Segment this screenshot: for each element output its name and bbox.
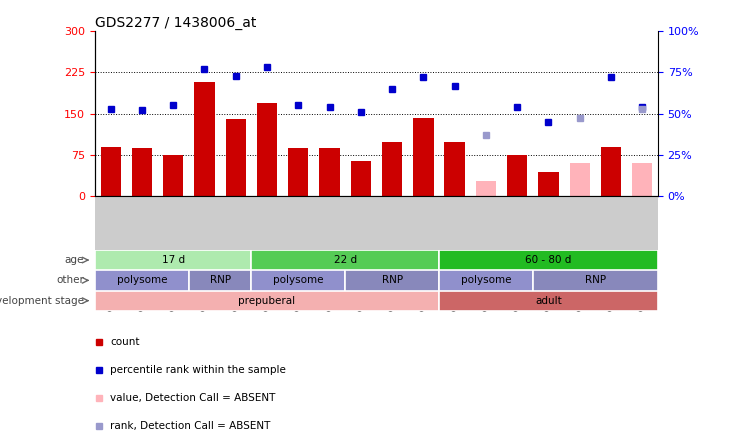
Bar <box>163 155 183 196</box>
Text: age: age <box>64 255 84 265</box>
Text: rank, Detection Call = ABSENT: rank, Detection Call = ABSENT <box>110 420 270 431</box>
Text: value, Detection Call = ABSENT: value, Detection Call = ABSENT <box>110 393 276 403</box>
Bar <box>569 163 590 196</box>
Bar <box>507 155 527 196</box>
Bar <box>189 270 251 290</box>
Bar <box>351 161 371 196</box>
Bar <box>476 181 496 196</box>
Bar <box>95 290 439 311</box>
Text: GDS2277 / 1438006_at: GDS2277 / 1438006_at <box>95 16 257 30</box>
Text: 22 d: 22 d <box>333 255 357 265</box>
Bar <box>194 82 215 196</box>
Bar <box>533 270 658 290</box>
Bar <box>288 148 308 196</box>
Bar <box>251 250 439 270</box>
Text: RNP: RNP <box>210 275 231 285</box>
Bar <box>382 142 402 196</box>
Bar <box>226 119 246 196</box>
Bar <box>95 270 189 290</box>
Bar <box>538 172 558 196</box>
Bar <box>100 147 121 196</box>
Text: adult: adult <box>535 296 562 305</box>
Bar <box>251 270 345 290</box>
Bar <box>319 148 340 196</box>
Bar <box>132 148 152 196</box>
Text: percentile rank within the sample: percentile rank within the sample <box>110 365 287 375</box>
Text: prepuberal: prepuberal <box>238 296 295 305</box>
Bar <box>413 118 433 196</box>
Bar <box>439 270 533 290</box>
Text: polysome: polysome <box>461 275 511 285</box>
Text: RNP: RNP <box>382 275 403 285</box>
Text: 60 - 80 d: 60 - 80 d <box>526 255 572 265</box>
Text: development stage: development stage <box>0 296 84 305</box>
Bar <box>632 163 653 196</box>
Bar <box>257 103 277 196</box>
Bar <box>439 250 658 270</box>
Bar <box>601 147 621 196</box>
Text: count: count <box>110 337 140 348</box>
Text: polysome: polysome <box>117 275 167 285</box>
Text: polysome: polysome <box>273 275 324 285</box>
Bar <box>444 142 465 196</box>
Text: 17 d: 17 d <box>162 255 185 265</box>
Bar <box>439 290 658 311</box>
Bar <box>345 270 439 290</box>
Bar <box>95 250 251 270</box>
Text: other: other <box>56 275 84 285</box>
Text: RNP: RNP <box>585 275 606 285</box>
